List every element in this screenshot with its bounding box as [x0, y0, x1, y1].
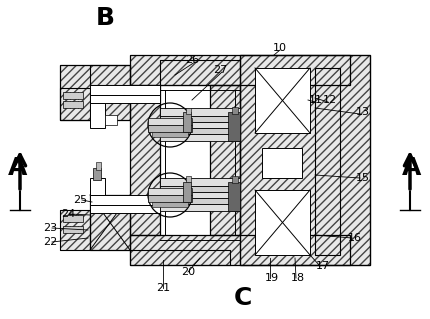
Text: 22: 22 [43, 237, 57, 247]
Bar [315, 68, 340, 255]
Bar [160, 122, 240, 128]
Bar [148, 195, 192, 202]
Bar [90, 103, 105, 128]
Bar [90, 205, 160, 213]
Bar [183, 182, 191, 202]
Bar [63, 226, 83, 233]
Text: 11: 11 [309, 95, 323, 105]
Bar [90, 195, 160, 205]
Bar [160, 60, 240, 85]
Bar [130, 85, 160, 235]
Bar [160, 204, 240, 211]
Bar [130, 235, 350, 265]
Text: A: A [8, 156, 28, 180]
Bar [228, 182, 240, 211]
Bar [90, 195, 130, 250]
Bar [96, 162, 101, 170]
Bar [63, 101, 83, 108]
Bar [90, 178, 105, 195]
Bar [186, 108, 191, 114]
Bar [63, 215, 83, 222]
Bar [90, 95, 160, 103]
Text: 26: 26 [185, 55, 199, 65]
Bar [255, 68, 310, 133]
Bar [60, 210, 90, 250]
Bar [60, 88, 90, 120]
Text: 19: 19 [265, 273, 279, 283]
Bar [210, 85, 240, 235]
Bar [130, 85, 160, 235]
Bar [130, 55, 350, 85]
Bar [160, 128, 240, 134]
Bar [90, 65, 130, 85]
Text: C: C [234, 286, 252, 310]
Bar [60, 210, 90, 250]
Text: 15: 15 [356, 173, 370, 183]
Text: 20: 20 [181, 267, 195, 277]
Bar [60, 65, 130, 120]
Text: 23: 23 [43, 223, 57, 233]
Bar [160, 108, 240, 116]
Bar [160, 186, 240, 192]
Bar [262, 148, 302, 178]
Bar [152, 132, 188, 137]
Bar [240, 55, 370, 265]
Bar [90, 65, 130, 85]
Bar [228, 112, 240, 141]
Text: 21: 21 [156, 283, 170, 293]
Bar [60, 65, 130, 120]
Text: 18: 18 [291, 273, 305, 283]
Bar [130, 250, 230, 265]
Text: 25: 25 [73, 195, 87, 205]
Bar [130, 55, 350, 85]
Bar [232, 176, 238, 183]
Bar [232, 107, 238, 114]
Bar [105, 115, 117, 125]
Bar [148, 188, 192, 195]
Text: 12: 12 [323, 95, 337, 105]
Bar [90, 195, 130, 250]
Bar [130, 250, 230, 265]
Bar [93, 168, 101, 180]
Bar [160, 178, 240, 186]
Bar [60, 88, 90, 120]
Text: B: B [95, 6, 114, 30]
Bar [148, 118, 192, 125]
Bar [152, 202, 188, 207]
Text: 17: 17 [316, 261, 330, 271]
Bar [240, 55, 370, 265]
Text: A: A [402, 156, 422, 180]
Bar [63, 92, 83, 99]
Bar [183, 112, 191, 132]
Bar [186, 176, 191, 182]
Text: 10: 10 [273, 43, 287, 53]
Bar [210, 85, 240, 235]
Bar [160, 192, 240, 198]
Bar [160, 198, 240, 204]
Text: 27: 27 [213, 65, 227, 75]
Bar [160, 116, 240, 122]
Bar [315, 68, 340, 255]
Text: 13: 13 [356, 107, 370, 117]
Bar [90, 85, 160, 95]
Bar [130, 235, 350, 265]
Bar [255, 190, 310, 255]
Bar [160, 60, 240, 85]
Bar [148, 125, 192, 132]
Text: 16: 16 [348, 233, 362, 243]
Bar [160, 134, 240, 141]
Text: 24: 24 [61, 209, 75, 219]
